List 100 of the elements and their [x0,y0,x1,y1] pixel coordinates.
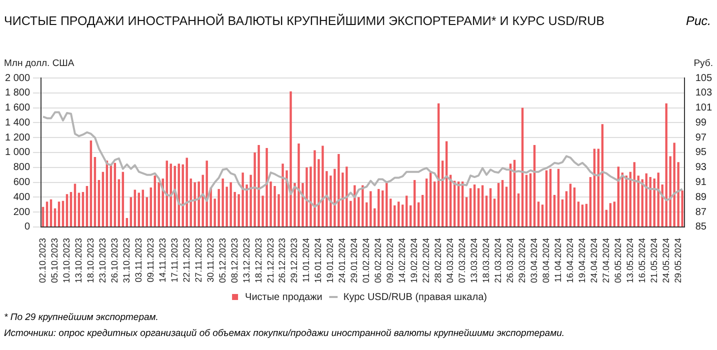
y-tick-label: 400 [13,192,30,203]
bar [66,194,68,226]
y2-tick-label: 87 [695,206,707,218]
bar [406,196,408,226]
bar [665,103,668,226]
bar [98,180,100,226]
bar [394,205,396,226]
bar [142,190,144,226]
bar [541,204,544,226]
bar [362,185,364,226]
x-tick-label: 01.02.2024 [361,238,372,284]
y-tick-label: 2 000 [4,72,30,84]
x-tick-label: 26.12.2023 [277,238,288,284]
bar [42,206,44,226]
bar [322,146,324,226]
text: * По 29 крупнейшим экспортерам. [4,311,160,325]
x-tick-label: 16.04.2024 [564,238,575,284]
bar [553,194,556,226]
bar [382,190,384,226]
x-tick-label: 08.04.2024 [540,238,551,284]
y2-axis-title: Руб. [694,58,713,69]
bar [266,148,268,226]
y2-tick-label: 93 [695,162,707,174]
bar [122,172,124,226]
bar [657,172,660,226]
bar [517,193,520,226]
bar [469,188,472,226]
bar [50,199,52,226]
bar [306,167,308,226]
text: Рис. [686,14,711,28]
x-tick-label: 29.03.2024 [516,238,527,284]
bar [58,202,60,226]
y-tick-label: 200 [13,206,30,218]
bar [493,198,496,226]
y-tick-label: 0 [24,222,30,233]
x-tick-label: 13.10.2023 [73,238,84,284]
bar [433,182,436,226]
bar [138,192,140,226]
bar [346,166,348,226]
bar [158,182,160,226]
x-tick-label: 30.11.2023 [205,238,216,282]
bar [465,197,468,226]
bar [609,203,612,226]
y2-tick-label: 91 [695,177,707,188]
bar [505,186,508,226]
bar [573,187,576,226]
y-axis-title: Млн долл. США [4,58,75,69]
text: Источники: опрос кредитных организаций об объемах покупки/продажи иностранной валюты крупнейшими экспортерами. [4,327,565,341]
y-tick-label: 800 [13,162,30,174]
y-tick-label: 1 800 [4,88,30,99]
bar [581,204,584,226]
x-tick-label: 27.11.2023 [193,238,204,282]
bar [473,184,476,226]
x-tick-label: 19.01.2024 [325,238,336,284]
bar [378,188,380,226]
bar [86,186,88,226]
bar [545,170,548,226]
x-tick-label: 06.02.2024 [373,238,384,284]
x-tick-label: 29.05.2024 [672,238,683,284]
bar [370,191,372,226]
bar [529,173,532,226]
x-tick-label: 21.05.2024 [648,238,659,284]
x-tick-label: 29.12.2023 [289,238,300,284]
legend-label: Курс USD/RUB (правая шкала) [343,292,487,303]
bar [414,180,416,226]
bar [102,172,104,226]
x-tick-label: 04.03.2024 [445,238,456,284]
x-tick-label: 06.05.2024 [612,238,623,284]
bar [258,145,260,226]
bar [338,154,340,226]
y2-tick-label: 95 [695,147,707,158]
bar [549,168,552,226]
bar [569,184,572,226]
bar [390,198,392,226]
bar [46,202,48,226]
x-tick-label: 02.10.2023 [38,238,48,284]
bar [298,144,300,226]
bar [94,156,96,226]
x-tick-label: 17.11.2023 [169,238,180,282]
x-tick-label: 07.03.2024 [457,238,468,284]
y2-tick-label: 101 [695,102,712,114]
bar [74,184,76,226]
y2-tick-label: 105 [695,72,712,84]
x-tick-label: 19.04.2024 [576,238,587,284]
bar [410,205,412,226]
x-tick-label: 08.12.2023 [229,238,240,284]
bar [78,192,80,226]
bar [613,202,616,226]
y-tick-label: 1 000 [4,147,30,158]
x-tick-label: 05.12.2023 [217,238,228,284]
bar [402,204,404,226]
x-tick-label: 23.10.2023 [97,238,108,284]
bar [565,191,568,226]
bar [577,202,580,226]
bar [398,202,400,226]
y-tick-label: 1 200 [4,132,30,144]
x-tick-label: 10.10.2023 [61,238,72,284]
bar [274,186,276,226]
x-tick-label: 03.11.2023 [133,238,144,282]
bar [118,179,120,226]
